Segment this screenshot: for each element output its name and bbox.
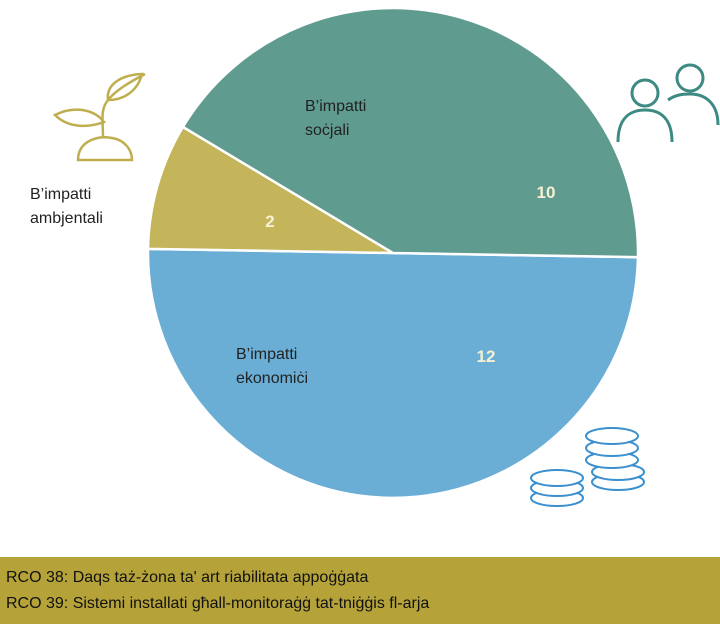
category-label: B’impatti soċjali xyxy=(305,98,367,139)
footer: RCO 38: Daqs taż-żona ta' art riabilitat… xyxy=(0,557,720,624)
pie-slice xyxy=(146,125,398,255)
chart xyxy=(52,6,720,507)
footer-line: RCO 39: Sistemi installati għall-monitor… xyxy=(6,595,430,612)
plant-icon xyxy=(52,72,146,162)
pie-slice xyxy=(181,6,640,259)
value-label: 2 xyxy=(265,212,275,231)
coins-icon xyxy=(530,427,645,507)
pie xyxy=(146,6,640,500)
category-label: B’impatti ekonomiċi xyxy=(236,346,309,387)
value-label: 12 xyxy=(476,347,496,366)
value-label: 10 xyxy=(536,183,556,202)
pie-slice xyxy=(146,247,640,500)
category-label: B’impatti ambjentali xyxy=(30,186,103,227)
people-icon xyxy=(616,63,720,143)
footer-line: RCO 38: Daqs taż-żona ta' art riabilitat… xyxy=(6,569,369,586)
